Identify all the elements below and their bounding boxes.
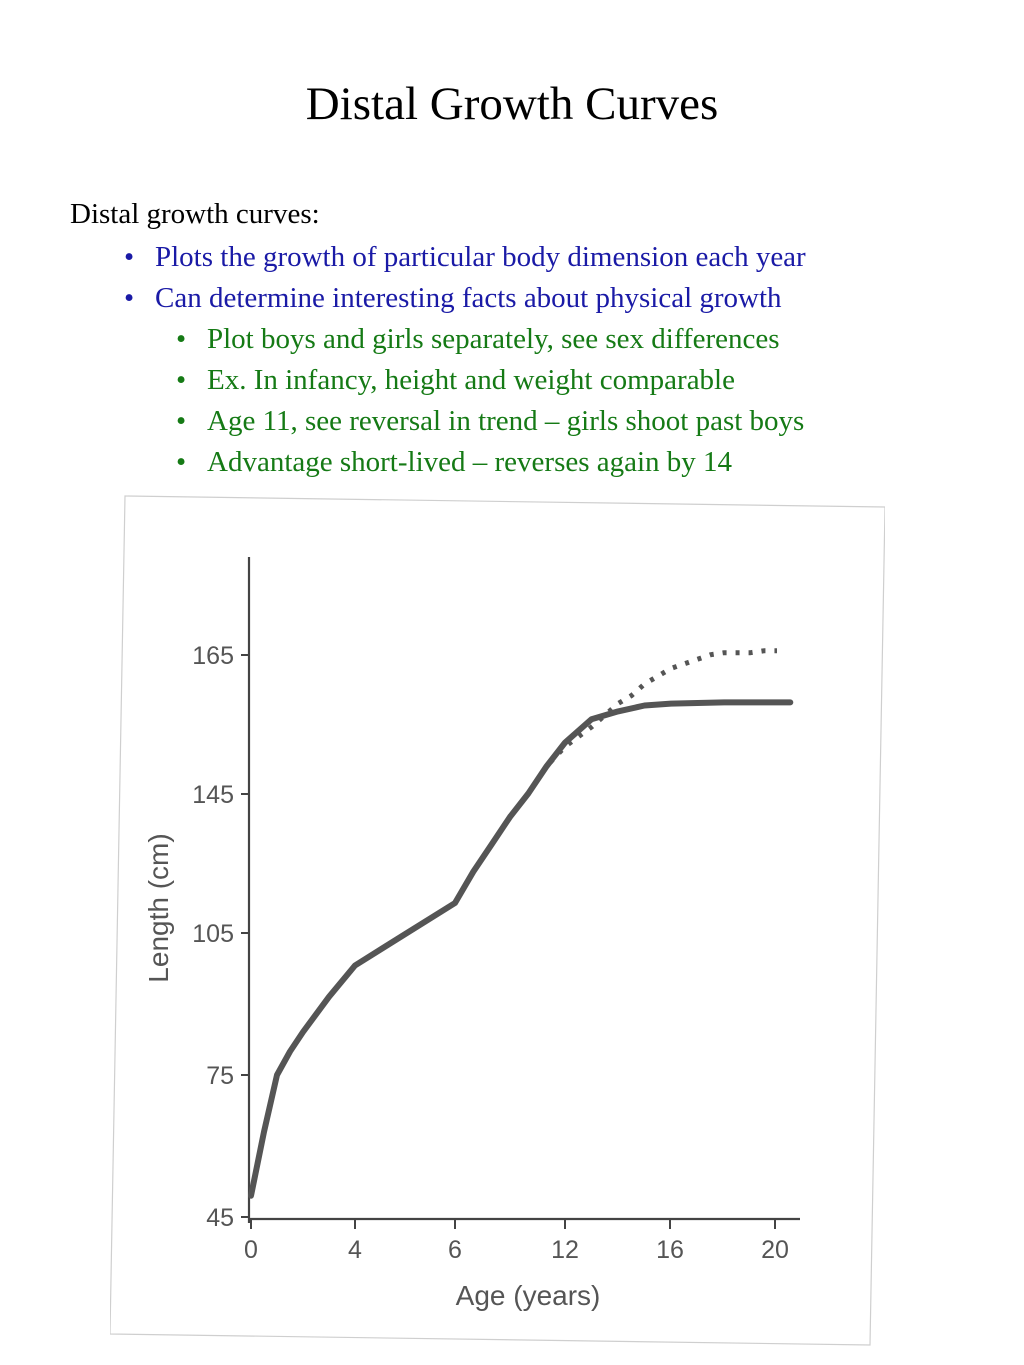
bullet-text: Advantage short-lived – reverses again b… <box>207 446 733 478</box>
bullet-text: Plot boys and girls separately, see sex … <box>207 323 780 355</box>
sub-bullet-item: • Advantage short-lived – reverses again… <box>0 442 1024 483</box>
x-tick-label: 20 <box>761 1236 789 1264</box>
x-tick-label: 0 <box>244 1236 258 1264</box>
y-tick-label: 165 <box>192 642 234 670</box>
x-tick-label: 16 <box>656 1236 684 1264</box>
bullet-dot-icon: • <box>176 364 187 396</box>
bullet-text: Plots the growth of particular body dime… <box>155 241 806 273</box>
slide-title: Distal Growth Curves <box>305 78 719 130</box>
sub-bullet-item: • Plot boys and girls separately, see se… <box>0 319 1024 360</box>
bullet-dot-icon: • <box>176 446 187 478</box>
bullet-dot-icon: • <box>176 405 187 437</box>
bullet-item: • Can determine interesting facts about … <box>0 278 1024 319</box>
bullet-text: Can determine interesting facts about ph… <box>155 282 782 314</box>
y-tick-label: 105 <box>192 920 234 948</box>
growth-chart: 0 4 6 12 16 20 45 75 105 145 165 Age (years) Lengt… <box>110 495 885 1346</box>
scan-border <box>110 495 885 1346</box>
x-tick-label: 6 <box>448 1236 462 1264</box>
y-axis-label: Length (cm) <box>143 833 174 982</box>
x-tick-label: 4 <box>348 1236 362 1264</box>
x-tick-label: 12 <box>551 1236 579 1264</box>
sub-bullet-item: • Ex. In infancy, height and weight comp… <box>0 360 1024 401</box>
bullet-text: Ex. In infancy, height and weight compar… <box>207 364 735 396</box>
bullet-item: • Plots the growth of particular body di… <box>0 237 1024 278</box>
sub-bullet-item: • Age 11, see reversal in trend – girls … <box>0 401 1024 442</box>
bullet-dot-icon: • <box>124 282 135 314</box>
y-tick-label: 145 <box>192 781 234 809</box>
x-axis-label: Age (years) <box>456 1280 601 1311</box>
intro-line: Distal growth curves: <box>70 198 320 230</box>
y-tick-label: 75 <box>206 1062 234 1090</box>
y-tick-label: 45 <box>206 1204 234 1232</box>
bullet-list: • Plots the growth of particular body di… <box>0 237 1024 483</box>
bullet-dot-icon: • <box>176 323 187 355</box>
bullet-dot-icon: • <box>124 241 135 273</box>
bullet-text: Age 11, see reversal in trend – girls sh… <box>207 405 805 437</box>
growth-chart-figure: 0 4 6 12 16 20 45 75 105 145 165 Age (years) Lengt… <box>110 493 885 1346</box>
dotted-growth-curve <box>248 648 777 1197</box>
